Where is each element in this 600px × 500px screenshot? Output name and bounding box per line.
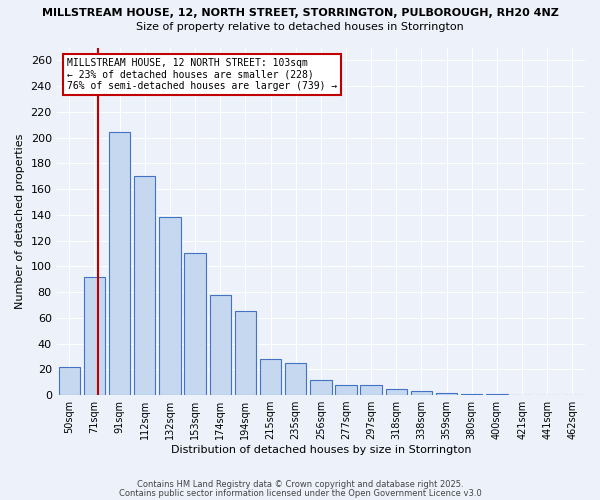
Bar [109, 132, 130, 395]
Bar [134, 176, 155, 395]
Text: Contains HM Land Registry data © Crown copyright and database right 2025.: Contains HM Land Registry data © Crown c… [137, 480, 463, 489]
Bar [59, 367, 80, 395]
Y-axis label: Number of detached properties: Number of detached properties [15, 134, 25, 309]
X-axis label: Distribution of detached houses by size in Storrington: Distribution of detached houses by size … [170, 445, 471, 455]
Bar [159, 218, 181, 395]
Bar [335, 385, 356, 395]
Bar [461, 394, 482, 395]
Text: MILLSTREAM HOUSE, 12, NORTH STREET, STORRINGTON, PULBOROUGH, RH20 4NZ: MILLSTREAM HOUSE, 12, NORTH STREET, STOR… [41, 8, 559, 18]
Text: Contains public sector information licensed under the Open Government Licence v3: Contains public sector information licen… [119, 488, 481, 498]
Bar [84, 276, 105, 395]
Bar [386, 388, 407, 395]
Bar [436, 392, 457, 395]
Bar [235, 312, 256, 395]
Bar [310, 380, 332, 395]
Bar [209, 294, 231, 395]
Bar [486, 394, 508, 395]
Bar [184, 254, 206, 395]
Bar [285, 363, 307, 395]
Bar [260, 359, 281, 395]
Bar [361, 385, 382, 395]
Text: MILLSTREAM HOUSE, 12 NORTH STREET: 103sqm
← 23% of detached houses are smaller (: MILLSTREAM HOUSE, 12 NORTH STREET: 103sq… [67, 58, 337, 91]
Bar [411, 391, 432, 395]
Text: Size of property relative to detached houses in Storrington: Size of property relative to detached ho… [136, 22, 464, 32]
